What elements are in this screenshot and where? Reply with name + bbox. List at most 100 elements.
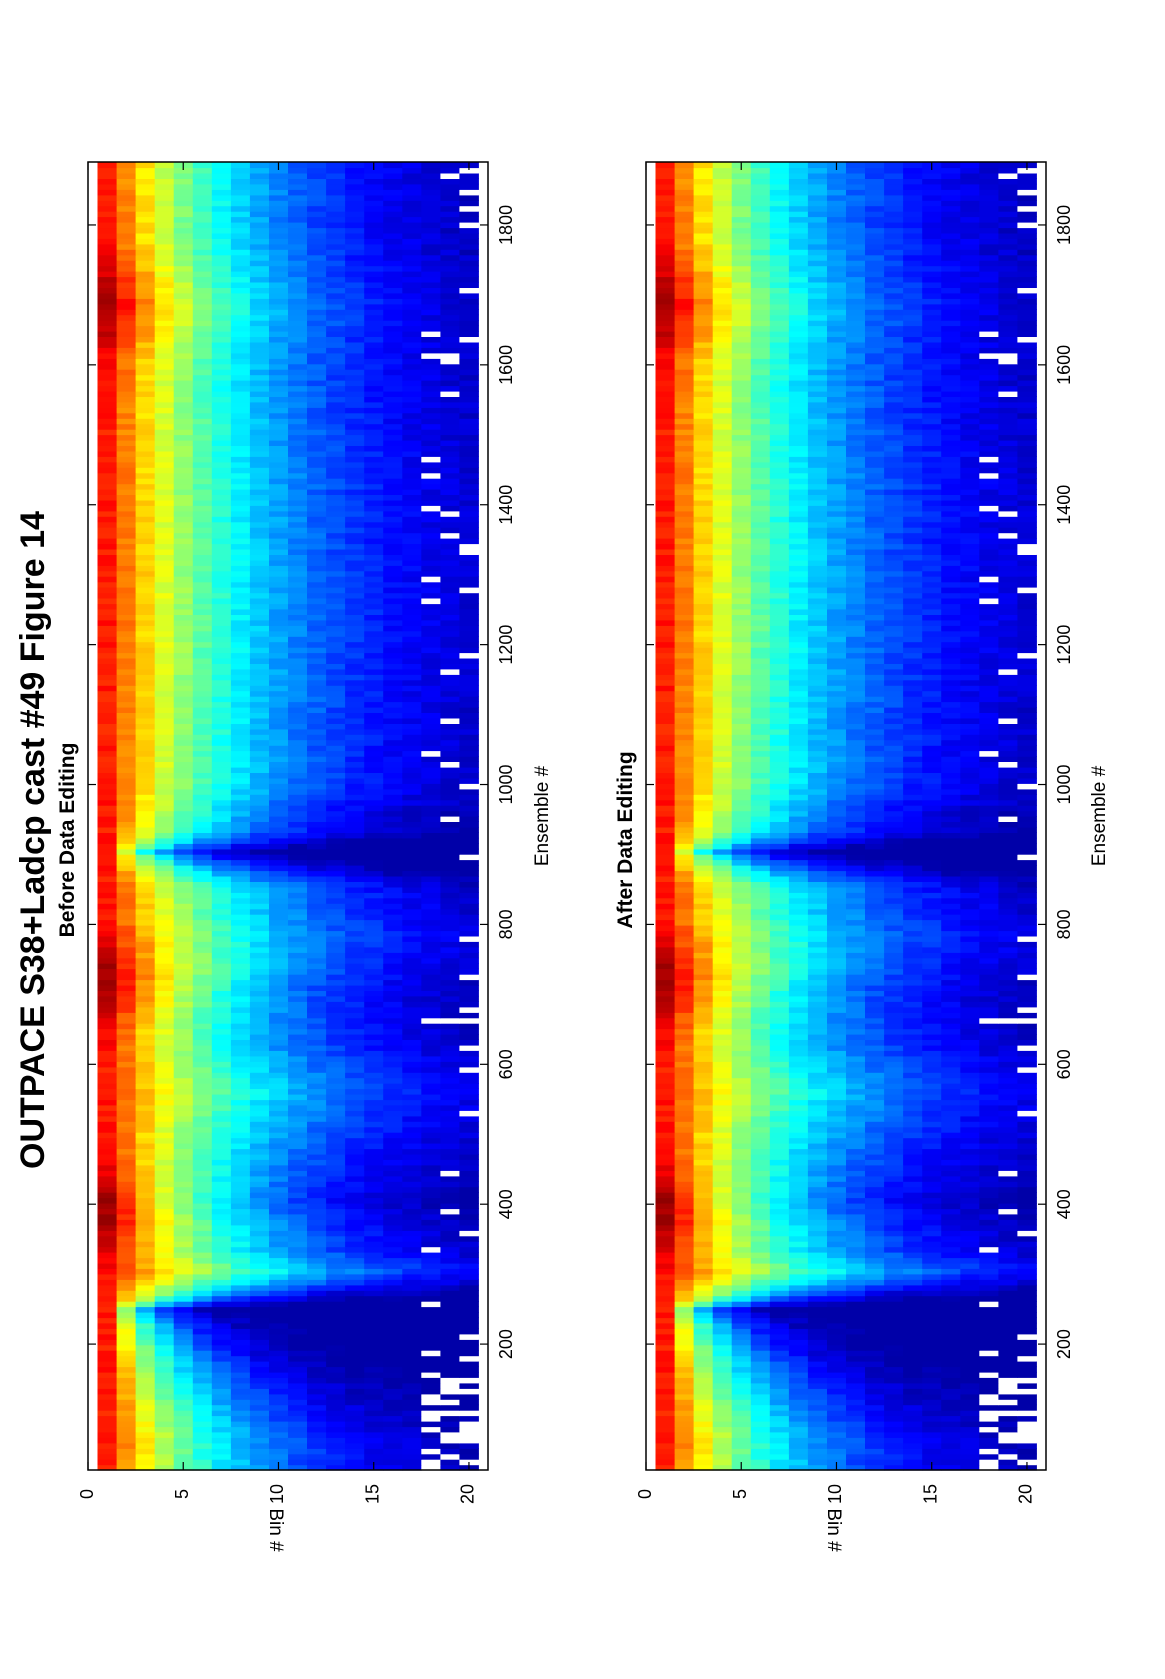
heatmap-cell [459, 183, 479, 190]
heatmap-cell [97, 581, 117, 588]
heatmap-cell [173, 1290, 194, 1297]
heatmap-cell [154, 1110, 175, 1117]
heatmap-cell [326, 647, 346, 654]
heatmap-cell [326, 183, 346, 190]
heatmap-cell [288, 347, 308, 354]
heatmap-cell [211, 314, 232, 321]
heatmap-cell [230, 1219, 251, 1226]
heatmap-cell [230, 483, 251, 490]
heatmap-cell [135, 1077, 156, 1084]
heatmap-cell [326, 625, 346, 632]
heatmap-cell [326, 216, 346, 223]
heatmap-cell [459, 489, 479, 495]
heatmap-cell [421, 429, 441, 436]
heatmap-cell [135, 1246, 156, 1253]
heatmap-cell [269, 701, 289, 708]
heatmap-cell [230, 598, 251, 605]
heatmap-cell [345, 183, 365, 190]
heatmap-cell [135, 439, 156, 446]
heatmap-cell [154, 914, 175, 921]
heatmap-cell [440, 1246, 460, 1253]
heatmap-cell [116, 1344, 137, 1351]
heatmap-cell [192, 767, 213, 773]
heatmap-cell [459, 478, 479, 485]
heatmap-cell [383, 581, 403, 588]
heatmap-cell [269, 1148, 289, 1155]
heatmap-cell [402, 1426, 422, 1433]
heatmap-cell [288, 369, 308, 376]
heatmap-cell [364, 1066, 384, 1073]
heatmap-cell [116, 1371, 137, 1378]
heatmap-cell [402, 865, 422, 872]
heatmap-cell [97, 385, 117, 392]
heatmap-cell [440, 1001, 460, 1008]
heatmap-cell [97, 401, 117, 408]
heatmap-cell [154, 1017, 175, 1024]
heatmap-cell [459, 826, 479, 833]
heatmap-cell [135, 1203, 156, 1210]
heatmap-cell [402, 581, 422, 588]
heatmap-cell [459, 1350, 479, 1357]
heatmap-cell [345, 548, 365, 555]
heatmap-cell [440, 1442, 460, 1449]
heatmap-cell [269, 1175, 289, 1182]
heatmap-cell [230, 1371, 251, 1378]
heatmap-cell [307, 614, 327, 621]
heatmap-cell [345, 543, 365, 550]
heatmap-cell [345, 276, 365, 283]
heatmap-cell [307, 1273, 327, 1280]
heatmap-cell [307, 1230, 327, 1237]
heatmap-cell [326, 761, 346, 768]
heatmap-cell [345, 309, 365, 316]
heatmap-cell [459, 396, 479, 403]
heatmap-cell [269, 1393, 289, 1400]
heatmap-cell [173, 587, 194, 594]
heatmap-cell [364, 434, 384, 441]
heatmap-cell [154, 243, 175, 250]
heatmap-cell [655, 1437, 675, 1444]
heatmap-cell [173, 1094, 194, 1101]
heatmap-cell [326, 418, 346, 425]
heatmap-cell [211, 1295, 232, 1302]
heatmap-cell [307, 707, 327, 713]
heatmap-cell [440, 592, 460, 599]
heatmap-cell [97, 1448, 117, 1455]
heatmap-cell [769, 1453, 790, 1460]
heatmap-cell [116, 652, 137, 659]
heatmap-cell [402, 1268, 422, 1275]
heatmap-cell [440, 1431, 460, 1438]
heatmap-cell [307, 1219, 327, 1226]
heatmap-cell [326, 1355, 346, 1362]
heatmap-cell [421, 1115, 441, 1122]
heatmap-cell [383, 358, 403, 365]
heatmap-cell [249, 1023, 270, 1030]
heatmap-cell [459, 685, 479, 692]
heatmap-cell [364, 598, 384, 605]
heatmap-cell [383, 674, 403, 681]
heatmap-cell [459, 1366, 479, 1373]
heatmap-cell [421, 1110, 441, 1117]
heatmap-cell [402, 1246, 422, 1253]
heatmap-cell [269, 837, 289, 844]
heatmap-cell [345, 298, 365, 305]
heatmap-cell [249, 826, 270, 833]
heatmap-cell [135, 543, 156, 550]
heatmap-cell [135, 1219, 156, 1226]
heatmap-cell [249, 363, 270, 370]
heatmap-cell [383, 276, 403, 283]
heatmap-cell [135, 330, 156, 337]
heatmap-cell [364, 287, 384, 294]
heatmap-cell [307, 865, 327, 872]
heatmap-cell [307, 194, 327, 201]
heatmap-cell [345, 914, 365, 921]
heatmap-cell [459, 690, 479, 697]
heatmap-cell [269, 1137, 289, 1144]
heatmap-cell [345, 1399, 365, 1406]
heatmap-cell [230, 1055, 251, 1062]
heatmap-cell [97, 979, 117, 986]
heatmap-cell [230, 1328, 251, 1335]
heatmap-cell [249, 598, 270, 605]
heatmap-cell [421, 1213, 441, 1220]
heatmap-cell [364, 1055, 384, 1062]
heatmap-cell [364, 1328, 384, 1335]
